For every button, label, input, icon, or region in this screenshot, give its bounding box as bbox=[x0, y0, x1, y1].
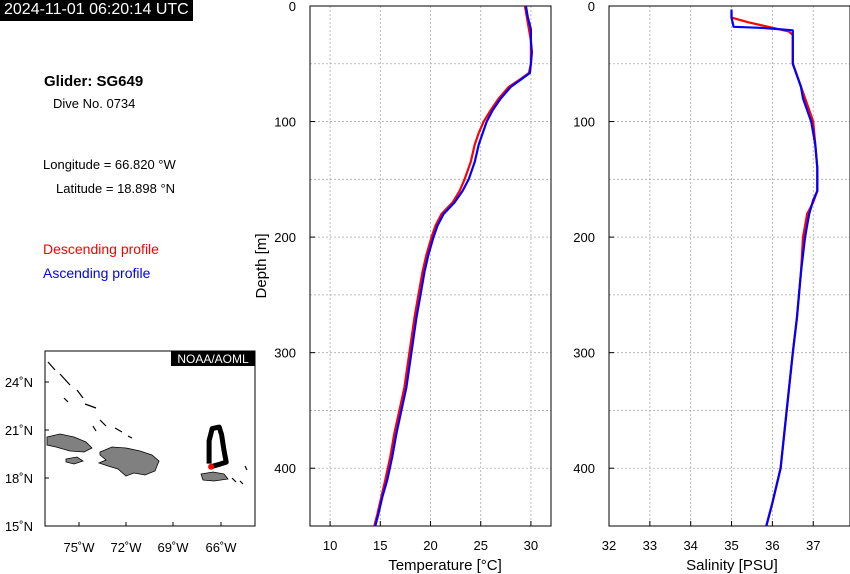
puerto-rico-island bbox=[200, 471, 229, 482]
y-tick-label: 300 bbox=[274, 346, 296, 361]
temperature-x-ticks: 10 15 20 25 30 bbox=[323, 521, 538, 553]
map-lon-label: 75˚W bbox=[63, 540, 95, 555]
x-tick-label: 20 bbox=[423, 538, 437, 553]
map-lat-label: 15˚N bbox=[5, 519, 33, 534]
salinity-series bbox=[730, 9, 819, 527]
salinity-plot-frame bbox=[608, 5, 850, 527]
map-credit: NOAA/AOML bbox=[177, 352, 249, 366]
ascending-profile-line bbox=[730, 9, 819, 527]
jamaica-island bbox=[65, 456, 84, 465]
x-tick-label: 30 bbox=[524, 538, 538, 553]
salinity-y-ticks: 0 100 200 300 400 bbox=[573, 0, 614, 476]
x-tick-label: 15 bbox=[373, 538, 387, 553]
descending-profile-line bbox=[373, 5, 532, 527]
x-tick-label: 36 bbox=[765, 538, 779, 553]
legend-descending: Descending profile bbox=[43, 241, 159, 257]
y-tick-label: 300 bbox=[573, 346, 595, 361]
latitude-readout: Latitude = 18.898 °N bbox=[56, 181, 176, 196]
longitude-readout: Longitude = 66.820 °W bbox=[43, 157, 176, 172]
map-lat-label: 18˚N bbox=[5, 471, 33, 486]
map-inset: 24˚N 21˚N 18˚N 15˚N 75˚W 72˚W 69˚W 66˚W … bbox=[5, 350, 256, 555]
x-tick-label: 10 bbox=[323, 538, 337, 553]
x-tick-label: 32 bbox=[602, 538, 616, 553]
legend-ascending: Ascending profile bbox=[43, 265, 151, 281]
glider-track bbox=[206, 424, 229, 470]
salinity-panel: 32 33 34 35 36 37 0 100 200 300 400 Salinity [PSU… bbox=[573, 0, 850, 574]
depth-y-axis-label: Depth [m] bbox=[253, 233, 270, 298]
map-lon-label: 72˚W bbox=[110, 540, 142, 555]
x-tick-label: 25 bbox=[473, 538, 487, 553]
map-lat-label: 24˚N bbox=[5, 375, 33, 390]
map-lon-label: 69˚W bbox=[157, 540, 189, 555]
x-tick-label: 37 bbox=[806, 538, 820, 553]
map-credit-box bbox=[171, 351, 255, 366]
cuba-island bbox=[46, 433, 93, 453]
salinity-x-ticks: 32 33 34 35 36 37 bbox=[602, 521, 820, 553]
y-tick-label: 400 bbox=[573, 461, 595, 476]
y-tick-label: 100 bbox=[274, 115, 296, 130]
x-tick-label: 34 bbox=[683, 538, 697, 553]
y-tick-label: 400 bbox=[274, 461, 296, 476]
timestamp-banner: 2024-11-01 06:20:14 UTC bbox=[0, 0, 193, 21]
map-lon-label: 66˚W bbox=[205, 540, 237, 555]
map-lon-ticks bbox=[78, 522, 222, 526]
y-tick-label: 100 bbox=[573, 115, 595, 130]
temperature-y-ticks: 0 100 200 300 400 bbox=[274, 0, 315, 476]
x-tick-label: 33 bbox=[643, 538, 657, 553]
y-tick-label: 200 bbox=[573, 230, 595, 245]
hispaniola-island bbox=[97, 446, 160, 477]
ascending-profile-line bbox=[374, 5, 533, 527]
y-tick-label: 200 bbox=[274, 230, 296, 245]
map-land bbox=[46, 433, 229, 482]
glider-name: Glider: SG649 bbox=[44, 73, 144, 90]
temperature-x-axis-label: Temperature [°C] bbox=[388, 557, 502, 574]
glider-position-marker bbox=[208, 463, 215, 470]
map-lat-ticks bbox=[45, 381, 49, 479]
descending-profile-line bbox=[730, 11, 819, 527]
temperature-panel: 10 15 20 25 30 0 100 200 300 400 Temperature [°C… bbox=[253, 0, 552, 574]
dive-number: Dive No. 0734 bbox=[53, 96, 136, 111]
x-tick-label: 35 bbox=[724, 538, 738, 553]
map-lat-label: 21˚N bbox=[5, 423, 33, 438]
temperature-series bbox=[373, 5, 533, 527]
y-tick-label: 0 bbox=[588, 0, 595, 14]
salinity-grid bbox=[608, 6, 850, 526]
salinity-x-axis-label: Salinity [PSU] bbox=[686, 557, 778, 574]
y-tick-label: 0 bbox=[289, 0, 296, 14]
map-small-islands bbox=[47, 361, 248, 485]
